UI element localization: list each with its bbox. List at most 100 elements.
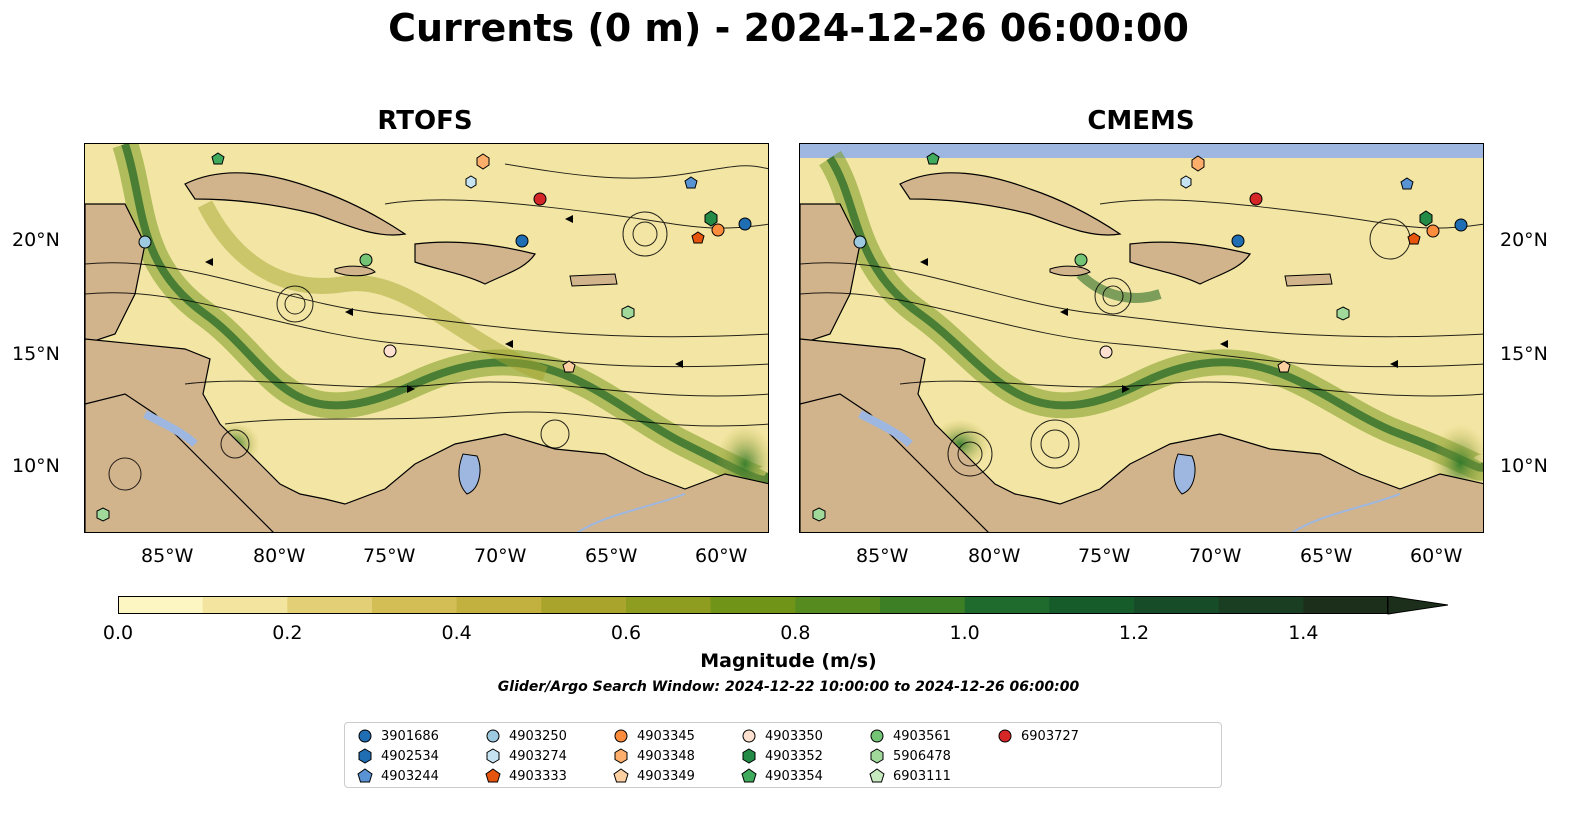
- colorbar-segment: [202, 596, 288, 614]
- colorbar-segment: [1134, 596, 1220, 614]
- legend-item: 4903350: [741, 728, 823, 744]
- legend-item: 6903727: [997, 728, 1079, 744]
- legend-item: 4903349: [613, 768, 695, 784]
- legend-label: 4903244: [381, 768, 439, 784]
- legend-item: 4903354: [741, 768, 823, 784]
- lat-tick-label: 15°N: [12, 343, 60, 365]
- legend-item: 5906478: [869, 748, 951, 764]
- lon-tick-label: 80°W: [968, 545, 1021, 567]
- legend-label: 4903561: [893, 728, 951, 744]
- float-marker-icon: [358, 748, 372, 764]
- float-marker-icon: [486, 729, 500, 743]
- legend-item: 4903352: [741, 748, 823, 764]
- legend-label: 4903348: [637, 748, 695, 764]
- legend-item: 4903274: [485, 748, 567, 764]
- lat-tick-label: 10°N: [12, 455, 60, 477]
- lon-tick-label: 65°W: [1300, 545, 1353, 567]
- colorbar-segment: [372, 596, 458, 614]
- float-marker-icon: [742, 748, 756, 764]
- colorbar-segment: [118, 596, 204, 614]
- colorbar-segment: [710, 596, 796, 614]
- float-marker-icon: [869, 768, 885, 783]
- map-cmems[interactable]: [799, 143, 1484, 533]
- lon-tick-label: 60°W: [695, 545, 748, 567]
- lon-tick-label: 85°W: [856, 545, 909, 567]
- float-marker-icon: [614, 729, 628, 743]
- map-rtofs-canvas: [85, 144, 768, 532]
- float-legend: 3901686 4902534 4903244 4903250 4903274 49033…: [344, 722, 1222, 788]
- colorbar-segment: [626, 596, 712, 614]
- colorbar-label: Magnitude (m/s): [700, 650, 877, 672]
- map-rtofs[interactable]: [84, 143, 769, 533]
- lon-tick-label: 70°W: [474, 545, 527, 567]
- panel-title-cmems: CMEMS: [1087, 106, 1195, 136]
- float-marker-icon: [870, 729, 884, 743]
- colorbar-segment: [880, 596, 966, 614]
- float-marker-icon: [741, 768, 757, 783]
- legend-label: 4903333: [509, 768, 567, 784]
- legend-label: 4903349: [637, 768, 695, 784]
- colorbar-tick-label: 1.0: [949, 622, 980, 644]
- legend-item: 4903345: [613, 728, 695, 744]
- colorbar-segment: [1218, 596, 1304, 614]
- legend-label: 4903274: [509, 748, 567, 764]
- lon-tick-label: 60°W: [1410, 545, 1463, 567]
- colorbar-tick-label: 1.4: [1288, 622, 1319, 644]
- lon-tick-label: 75°W: [363, 545, 416, 567]
- colorbar-border: [118, 596, 1388, 614]
- lon-tick-label: 80°W: [253, 545, 306, 567]
- legend-label: 3901686: [381, 728, 439, 744]
- colorbar-tick-label: 0.2: [272, 622, 303, 644]
- colorbar: [118, 596, 1448, 615]
- float-marker-icon: [613, 768, 629, 783]
- legend-label: 4903352: [765, 748, 823, 764]
- panel-title-rtofs: RTOFS: [377, 106, 473, 136]
- legend-item: 4903250: [485, 728, 567, 744]
- colorbar-segment: [795, 596, 881, 614]
- lat-tick-label: 10°N: [1500, 455, 1548, 477]
- legend-label: 4903250: [509, 728, 567, 744]
- colorbar-tick-label: 0.4: [441, 622, 472, 644]
- legend-label: 6903727: [1021, 728, 1079, 744]
- colorbar-segment: [1303, 596, 1389, 614]
- legend-item: 4902534: [357, 748, 439, 764]
- legend-label: 4903354: [765, 768, 823, 784]
- colorbar-segment: [1049, 596, 1135, 614]
- colorbar-segment: [541, 596, 627, 614]
- legend-label: 4902534: [381, 748, 439, 764]
- legend-item: 4903561: [869, 728, 951, 744]
- lon-tick-label: 75°W: [1078, 545, 1131, 567]
- colorbar-segment: [456, 596, 542, 614]
- search-window-caption: Glider/Argo Search Window: 2024-12-22 10…: [497, 679, 1080, 695]
- lon-tick-label: 65°W: [585, 545, 638, 567]
- legend-item: 4903333: [485, 768, 567, 784]
- colorbar-segment: [287, 596, 373, 614]
- legend-label: 4903350: [765, 728, 823, 744]
- colorbar-tick-label: 0.0: [102, 622, 134, 644]
- legend-item: 6903111: [869, 768, 951, 784]
- legend-item: 3901686: [357, 728, 439, 744]
- map-cmems-canvas: [800, 144, 1483, 532]
- colorbar-segment: [964, 596, 1050, 614]
- float-marker-icon: [614, 748, 628, 764]
- legend-item: 4903348: [613, 748, 695, 764]
- float-marker-icon: [485, 768, 501, 783]
- legend-label: 4903345: [637, 728, 695, 744]
- colorbar-tick-label: 0.8: [780, 622, 811, 644]
- float-marker-icon: [358, 729, 372, 743]
- float-marker-icon: [870, 748, 884, 764]
- legend-label: 5906478: [893, 748, 951, 764]
- legend-item: 4903244: [357, 768, 439, 784]
- float-marker-icon: [486, 748, 500, 764]
- legend-label: 6903111: [893, 768, 951, 784]
- colorbar-extend-arrow: [1387, 596, 1448, 615]
- lon-tick-label: 70°W: [1189, 545, 1242, 567]
- float-marker-icon: [742, 729, 756, 743]
- figure-title: Currents (0 m) - 2024-12-26 06:00:00: [388, 6, 1189, 50]
- lat-tick-label: 20°N: [1500, 229, 1548, 251]
- float-marker-icon: [998, 729, 1012, 743]
- lon-tick-label: 85°W: [141, 545, 194, 567]
- float-marker-icon: [357, 768, 373, 783]
- lat-tick-label: 20°N: [12, 229, 60, 251]
- colorbar-tick-label: 1.2: [1118, 622, 1150, 644]
